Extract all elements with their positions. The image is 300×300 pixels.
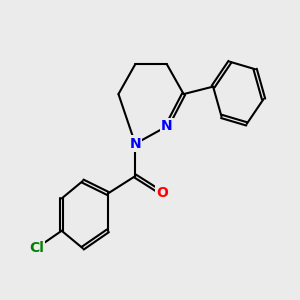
Text: N: N [130,137,141,151]
Text: Cl: Cl [29,241,44,255]
Text: N: N [161,119,172,134]
Text: O: O [157,187,169,200]
